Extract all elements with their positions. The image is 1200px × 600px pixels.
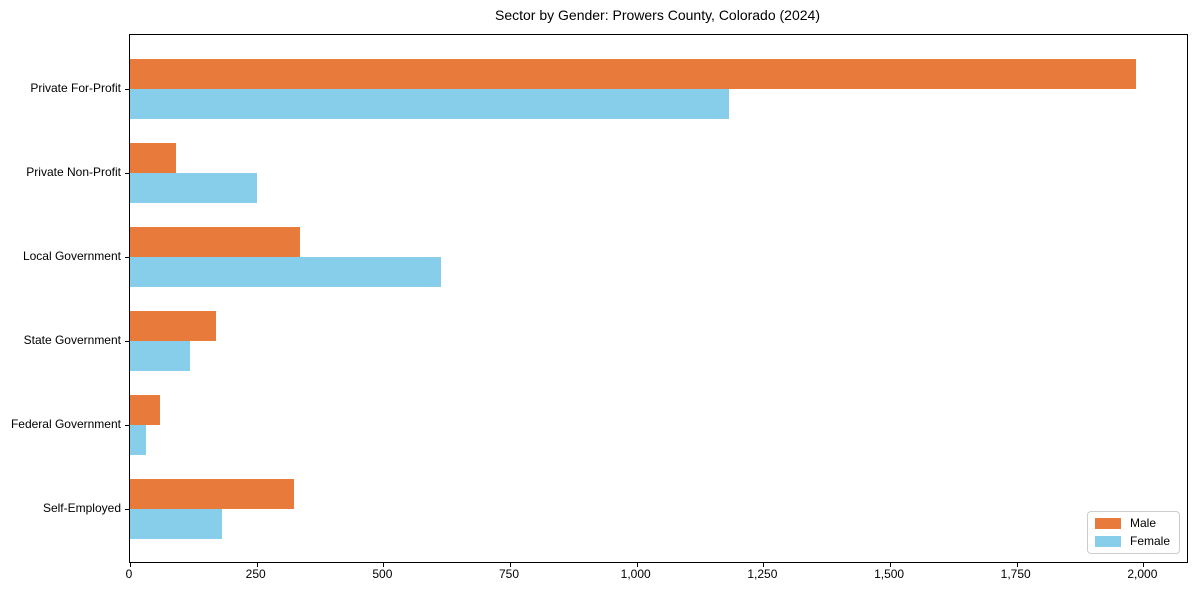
bar-male-federal-government: [130, 395, 161, 425]
y-category-label-state-government: State Government: [23, 333, 121, 347]
x-tick-label: 0: [125, 567, 133, 581]
x-tick-label: 750: [498, 567, 520, 581]
x-tick-label: 1,750: [1000, 567, 1031, 581]
y-axis-labels: Private For-Profit Private Non-Profit Loca…: [0, 34, 121, 561]
y-axis-tick: [125, 173, 129, 174]
bar-male-state-government: [130, 311, 217, 341]
legend-item-female: Female: [1094, 534, 1170, 548]
bar-female-federal-government: [130, 425, 147, 455]
y-category-label-federal-government: Federal Government: [10, 417, 121, 431]
x-axis-tick: [763, 563, 765, 567]
plot-area: Male Female: [125, 34, 1188, 567]
x-axis-tick: [636, 563, 638, 567]
y-category-label-private-non-profit: Private Non-Profit: [26, 165, 121, 179]
y-category-label-self-employed: Self-Employed: [42, 501, 121, 515]
x-tick-label: 250: [245, 567, 266, 581]
x-tick-label: 1,250: [747, 567, 778, 581]
y-category-label-local-government: Local Government: [22, 249, 121, 263]
x-axis-tick: [383, 563, 385, 567]
legend-label-female: Female: [1129, 534, 1170, 548]
y-category-label-private-for-profit: Private For-Profit: [30, 81, 121, 95]
legend-item-male: Male: [1094, 516, 1170, 530]
x-axis-tick: [510, 563, 511, 567]
x-tick-label: 1,000: [620, 567, 651, 581]
x-axis-tick: [130, 563, 131, 567]
bar-female-private-non-profit: [130, 173, 258, 203]
bar-female-state-government: [130, 341, 191, 371]
legend-swatch-female: [1094, 536, 1121, 547]
x-tick-label: 1,500: [874, 567, 905, 581]
x-tick-label: 500: [372, 567, 393, 581]
bar-female-self-employed: [130, 509, 223, 539]
x-axis-tick: [256, 563, 258, 567]
chart-title: Sector by Gender: Prowers County, Colora…: [494, 7, 820, 23]
bars-container: [125, 35, 1187, 567]
y-axis-tick: [125, 89, 129, 90]
bar-female-local-government: [130, 257, 441, 287]
x-axis-tick: [1143, 563, 1145, 567]
bar-male-local-government: [130, 227, 301, 257]
bar-female-private-for-profit: [130, 89, 729, 119]
x-axis-labels: 0 250 500 750 1,000 1,250 1,500 1,750 2,000: [125, 567, 1186, 587]
legend-label-male: Male: [1129, 516, 1156, 530]
y-axis-tick: [125, 257, 129, 258]
y-axis-tick: [125, 341, 129, 342]
x-tick-label: 2,000: [1127, 567, 1158, 581]
bar-male-private-non-profit: [130, 143, 177, 173]
bar-male-self-employed: [130, 479, 295, 509]
y-axis-tick: [125, 509, 129, 510]
x-axis-tick: [890, 563, 892, 567]
legend: Male Female: [1086, 511, 1180, 554]
x-axis-tick: [1016, 563, 1018, 567]
y-axis-tick: [125, 425, 129, 426]
bar-male-private-for-profit: [130, 59, 1136, 89]
legend-swatch-male: [1094, 518, 1121, 529]
